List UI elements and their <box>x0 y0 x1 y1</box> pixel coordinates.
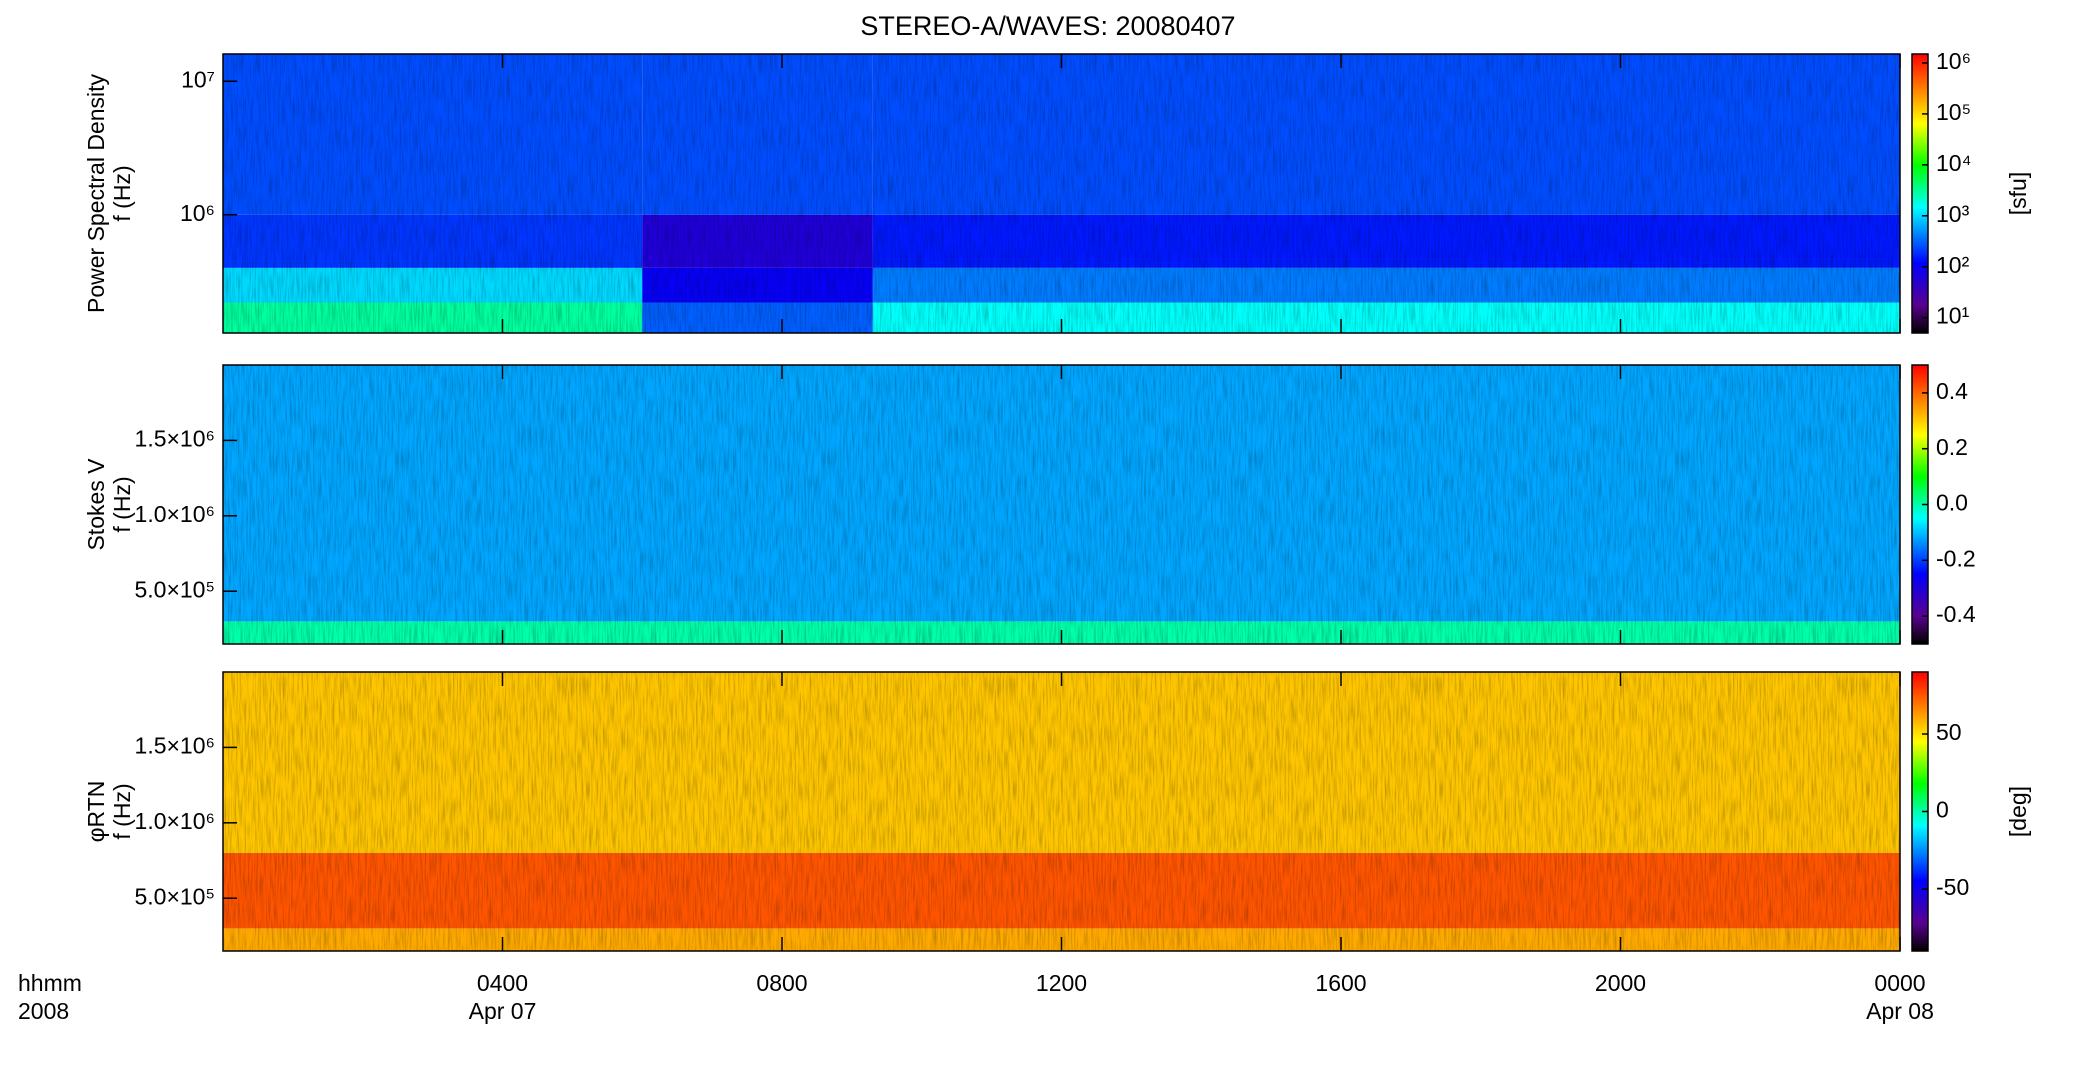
colorbar-tick-label: 10⁴ <box>1936 150 1971 176</box>
x-tick-label: 1600 <box>1315 970 1366 996</box>
y-tick-label: 1.5×10⁶ <box>135 425 215 451</box>
y-tick-label: 5.0×10⁵ <box>134 883 215 909</box>
x-tick-label: 0800 <box>756 970 807 996</box>
colorbar-tick-label: 10³ <box>1936 201 1970 227</box>
colorbar-label: [deg] <box>2005 786 2031 837</box>
colorbar-tick-label: -0.2 <box>1936 545 1976 571</box>
chart-title: STEREO-A/WAVES: 20080407 <box>860 11 1235 41</box>
y-axis-label: f (Hz) <box>109 165 135 221</box>
x-tick-label: 2000 <box>1595 970 1646 996</box>
colorbar-tick-label: -50 <box>1936 874 1969 900</box>
x-tick-label: 0400 <box>477 970 528 996</box>
texture <box>223 54 1900 333</box>
colorbar-label: [sfu] <box>2005 172 2031 215</box>
colorbar <box>1911 53 1929 334</box>
colorbar-tick-label: 0 <box>1936 797 1949 823</box>
colorbar-tick-label: -0.4 <box>1936 601 1976 627</box>
texture <box>223 672 1900 951</box>
x-tick-label: 1200 <box>1036 970 1087 996</box>
time-unit: hhmm <box>18 970 82 996</box>
y-axis-label: f (Hz) <box>109 783 135 839</box>
y-axis-label: f (Hz) <box>109 476 135 532</box>
year: 2008 <box>18 998 69 1024</box>
y-axis-label: Stokes V <box>83 458 109 551</box>
colorbar-tick-label: 10⁵ <box>1936 99 1971 125</box>
colorbar-tick-label: 10¹ <box>1936 303 1970 329</box>
y-tick-label: 10⁷ <box>181 66 215 92</box>
y-axis-label: φRTN <box>83 781 109 843</box>
colorbar-tick-label: 50 <box>1936 719 1962 745</box>
colorbar-tick-label: 0.2 <box>1936 434 1968 460</box>
date-label: Apr 07 <box>469 998 537 1024</box>
y-tick-label: 1.0×10⁶ <box>135 501 215 527</box>
y-tick-label: 1.5×10⁶ <box>135 732 215 758</box>
colorbar-tick-label: 0.0 <box>1936 490 1968 516</box>
x-tick-label: 0000 <box>1874 970 1925 996</box>
y-axis-label: Power Spectral Density <box>83 73 109 313</box>
colorbar-tick-label: 10⁶ <box>1936 48 1971 74</box>
colorbar-tick-label: 0.4 <box>1936 378 1968 404</box>
date-label: Apr 08 <box>1866 998 1934 1024</box>
texture <box>223 365 1900 644</box>
colorbar-tick-label: 10² <box>1936 252 1970 278</box>
y-tick-label: 5.0×10⁵ <box>134 576 215 602</box>
y-tick-label: 10⁶ <box>180 200 215 226</box>
y-tick-label: 1.0×10⁶ <box>135 808 215 834</box>
